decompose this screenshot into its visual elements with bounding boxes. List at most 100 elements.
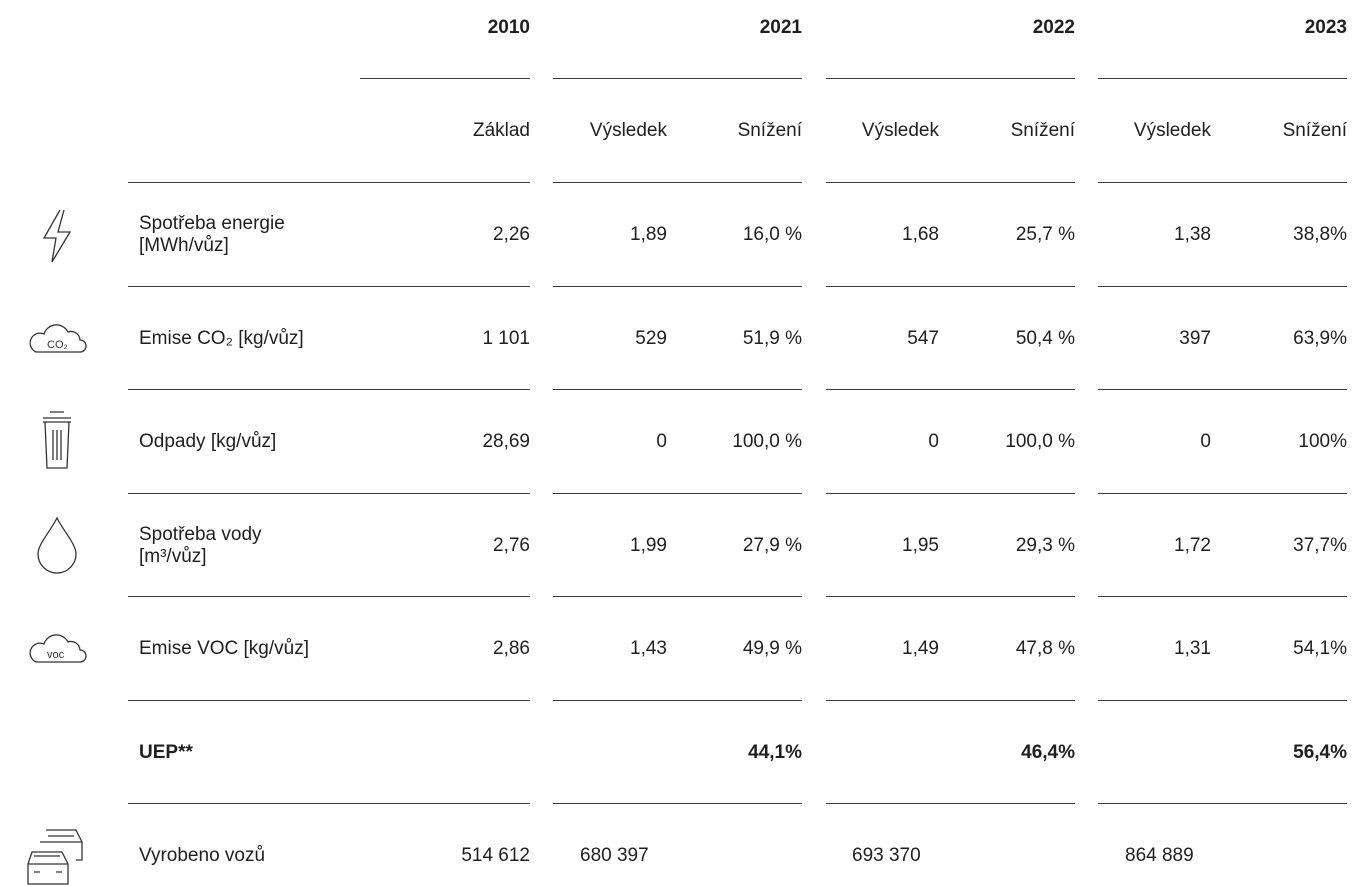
rule — [128, 492, 530, 494]
rule — [1098, 78, 1347, 79]
cell: 100,0 % — [732, 431, 802, 452]
cell: 529 — [635, 327, 667, 349]
cell: 38,8% — [1293, 224, 1347, 245]
year-header: 2022 — [1032, 17, 1075, 38]
cell: 28,69 — [482, 431, 530, 452]
cell: 680 397 — [580, 845, 649, 866]
row-label: [MWh/vůz] — [139, 235, 229, 256]
energy-icon — [42, 209, 72, 263]
cell: 47,8 % — [1015, 638, 1075, 659]
cell: 44,1% — [748, 741, 802, 763]
cell: 0 — [656, 431, 667, 452]
rule — [553, 803, 802, 804]
cell: 51,9 % — [742, 327, 802, 349]
rule — [826, 182, 1075, 183]
waste-icon — [43, 411, 71, 469]
cell: 2,86 — [493, 638, 530, 659]
rule — [826, 285, 1075, 287]
row-label: Vyrobeno vozů — [139, 845, 266, 866]
row-label: Emise CO₂ [kg/vůz] — [139, 327, 304, 349]
rule — [826, 699, 1075, 701]
cell: 397 — [1179, 327, 1211, 349]
rule — [128, 285, 530, 287]
cell: 547 — [907, 327, 939, 349]
cell: 1,31 — [1174, 638, 1211, 659]
rule — [128, 182, 530, 183]
rule — [1098, 182, 1347, 183]
rule — [553, 285, 802, 287]
rule — [1098, 596, 1347, 597]
rule — [553, 699, 802, 701]
rule — [1098, 285, 1347, 287]
cell: 29,3 % — [1015, 534, 1075, 556]
year-header: 2023 — [1304, 17, 1347, 38]
water-icon — [37, 516, 77, 574]
rule — [826, 492, 1075, 494]
cell: 1,95 — [902, 534, 939, 556]
cell: 56,4% — [1293, 741, 1347, 763]
cell: 2,26 — [493, 224, 530, 245]
cars-icon — [27, 829, 83, 885]
icon-label: voc — [47, 649, 65, 661]
row-label: Spotřeba vody — [139, 523, 262, 545]
cell: 25,7 % — [1015, 224, 1075, 245]
cell: 1,38 — [1174, 224, 1211, 245]
rule — [826, 78, 1075, 79]
year-header: 2010 — [487, 17, 530, 38]
cell: 1 101 — [482, 327, 530, 349]
row-label: UEP** — [139, 741, 193, 763]
rule — [128, 699, 530, 701]
cell: 693 370 — [852, 845, 921, 866]
cell: 864 889 — [1125, 845, 1194, 866]
row-label: Spotřeba energie — [139, 213, 285, 234]
cell: 100% — [1298, 431, 1347, 452]
cell: 0 — [1200, 431, 1211, 452]
rule — [128, 389, 530, 390]
row-label: [m³/vůz] — [139, 545, 207, 567]
rule — [826, 389, 1075, 390]
column-header: Výsledek — [589, 120, 667, 141]
cell: 63,9% — [1293, 327, 1347, 349]
column-header: Snížení — [1010, 120, 1075, 141]
cell: 46,4% — [1021, 741, 1075, 763]
column-header: Snížení — [737, 120, 802, 141]
cell: 0 — [928, 431, 939, 452]
cell: 1,89 — [630, 224, 667, 245]
cell: 2,76 — [493, 534, 530, 556]
rule — [826, 803, 1075, 804]
icon-label: CO₂ — [47, 339, 68, 351]
column-header: Výsledek — [861, 120, 939, 141]
rule — [1098, 492, 1347, 494]
rule — [553, 389, 802, 390]
column-header: Výsledek — [1133, 120, 1211, 141]
column-header: Snížení — [1282, 120, 1347, 141]
rule — [826, 596, 1075, 597]
row-label: Emise VOC [kg/vůz] — [139, 638, 309, 659]
rule — [553, 596, 802, 597]
cell: 37,7% — [1293, 534, 1347, 556]
cell: 1,43 — [630, 638, 667, 659]
rule — [553, 492, 802, 494]
row-label: Odpady [kg/vůz] — [139, 431, 277, 452]
rule — [1098, 803, 1347, 804]
cell: 1,49 — [902, 638, 939, 659]
co2-icon: CO₂ — [29, 324, 87, 353]
cell: 1,68 — [902, 224, 939, 245]
cell: 16,0 % — [742, 224, 802, 245]
rule — [1098, 699, 1347, 701]
rule — [553, 182, 802, 183]
cell: 50,4 % — [1015, 327, 1075, 349]
column-header: Základ — [472, 120, 530, 141]
rule — [128, 803, 530, 804]
cell: 100,0 % — [1005, 431, 1075, 452]
cell: 27,9 % — [742, 534, 802, 556]
year-header: 2021 — [759, 17, 802, 38]
cell: 49,9 % — [742, 638, 802, 659]
cell: 54,1% — [1293, 638, 1347, 659]
rule — [360, 78, 530, 79]
rule — [1098, 389, 1347, 390]
cell: 1,72 — [1174, 534, 1211, 556]
voc-icon: voc — [29, 634, 87, 663]
rule — [553, 78, 802, 79]
